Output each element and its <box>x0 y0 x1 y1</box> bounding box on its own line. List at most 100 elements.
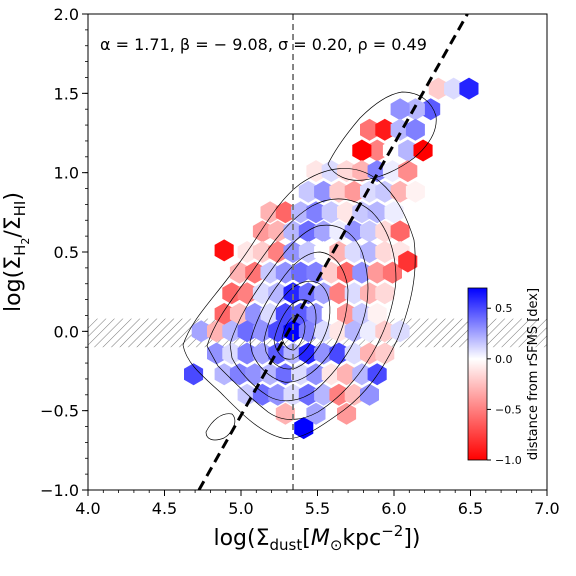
hex-cell <box>398 250 418 273</box>
hex-cell <box>283 320 303 343</box>
hex-cell <box>252 241 272 263</box>
hex-cell <box>344 282 364 305</box>
hex-cell <box>375 180 395 203</box>
hex-cell <box>207 320 226 343</box>
hex-cell <box>367 201 387 224</box>
hex-cell <box>306 160 326 183</box>
fit-parameters-annotation: α = 1.71, β = − 9.08, σ = 0.20, ρ = 0.49 <box>100 35 427 54</box>
hex-cell <box>283 282 303 305</box>
hex-cell <box>360 383 379 406</box>
hex-cell <box>329 282 349 305</box>
hex-cell <box>314 241 334 263</box>
hex-cell <box>314 282 334 305</box>
hex-cell <box>252 320 272 343</box>
hex-cell <box>294 417 314 440</box>
hex-cell <box>252 342 272 365</box>
hex-cell <box>283 220 303 243</box>
hex-cell <box>360 342 379 365</box>
hex-cell <box>375 320 395 343</box>
hex-cell <box>275 261 295 284</box>
hex-cell <box>321 261 341 284</box>
hex-cell <box>384 201 404 224</box>
colorbar-ticks: 0.5 0.0 −0.5 −1.0 <box>487 302 522 467</box>
hex-cell <box>245 261 265 284</box>
hex-cell <box>252 282 272 305</box>
hex-cell <box>207 342 226 365</box>
hex-cell <box>360 241 379 263</box>
y-tick-label: −1.0 <box>40 481 79 500</box>
hex-cell <box>360 320 379 343</box>
hex-cell <box>344 342 364 365</box>
hex-cell <box>337 160 357 183</box>
hex-cell <box>405 118 425 141</box>
hex-cell <box>390 320 410 343</box>
hex-cell <box>268 282 288 305</box>
hex-cell <box>405 180 425 203</box>
x-tick-label: 6.5 <box>458 499 483 518</box>
y-tick-label: 1.0 <box>54 164 79 183</box>
hex-cell <box>344 320 364 343</box>
hex-cell <box>275 363 295 386</box>
hex-cell <box>214 363 234 386</box>
hex-cell <box>298 241 318 263</box>
hex-cell <box>245 302 265 325</box>
colorbar-tick-label: −0.5 <box>495 403 522 416</box>
hex-cell <box>344 241 364 263</box>
hex-cell <box>222 282 242 305</box>
hex-cell <box>337 402 357 425</box>
hex-cell <box>444 77 464 100</box>
colorbar-label: distance from rSFMS [dex] <box>526 288 541 460</box>
hex-cell <box>382 261 402 284</box>
y-tick-label: 1.5 <box>54 84 79 103</box>
hex-cell <box>268 220 288 243</box>
hex-cell <box>329 180 349 203</box>
hex-cell <box>222 342 242 365</box>
y-tick-label: −0.5 <box>40 402 79 421</box>
hex-cell <box>291 363 311 386</box>
x-tick-label: 7.0 <box>534 499 559 518</box>
hex-cell <box>360 282 379 305</box>
y-axis-label: log(ΣH2/ΣHI) <box>1 192 32 312</box>
hex-cell <box>390 180 410 203</box>
hex-cell <box>329 320 349 343</box>
hex-cell <box>375 282 395 305</box>
hex-cell <box>321 201 341 224</box>
hex-cell <box>283 241 303 263</box>
y-tick-label: 0.5 <box>54 243 79 262</box>
hex-cell <box>184 363 204 386</box>
hex-cell <box>214 302 234 325</box>
hex-cell <box>214 239 234 262</box>
hex-cell <box>314 180 334 203</box>
hex-cell <box>298 342 318 365</box>
hex-cell <box>321 160 341 183</box>
hex-cell <box>459 77 479 100</box>
y-axis: −1.0 −0.5 0.0 0.5 1.0 1.5 2.0 <box>40 5 88 500</box>
hex-cell <box>367 302 387 325</box>
hex-cell <box>398 160 418 183</box>
x-tick-label: 6.0 <box>381 499 406 518</box>
hex-cell <box>352 139 372 162</box>
hex-cell <box>352 363 372 386</box>
hex-cell <box>375 118 395 141</box>
hex-cell <box>298 180 318 203</box>
x-axis-label: log(Σdust[M⊙kpc−2]) <box>213 522 420 554</box>
x-axis: 4.0 4.5 5.0 5.5 6.0 6.5 7.0 <box>75 490 560 518</box>
hex-cell <box>252 383 272 406</box>
hex-cell <box>390 220 410 243</box>
hex-cell <box>329 241 349 263</box>
hex-cell <box>375 342 395 365</box>
density-contours <box>182 91 437 441</box>
hex-cell <box>229 363 249 386</box>
hex-cell <box>229 302 249 325</box>
hex-cell <box>344 383 364 406</box>
hex-cell <box>252 220 272 243</box>
hex-cell <box>375 220 395 243</box>
hex-cell <box>398 139 418 162</box>
hex-cell <box>229 261 249 284</box>
y-tick-label: 0.0 <box>54 322 79 341</box>
hex-cell <box>298 220 318 243</box>
hex-cell <box>337 302 357 325</box>
hex-cell <box>245 363 265 386</box>
x-tick-label: 5.0 <box>228 499 253 518</box>
